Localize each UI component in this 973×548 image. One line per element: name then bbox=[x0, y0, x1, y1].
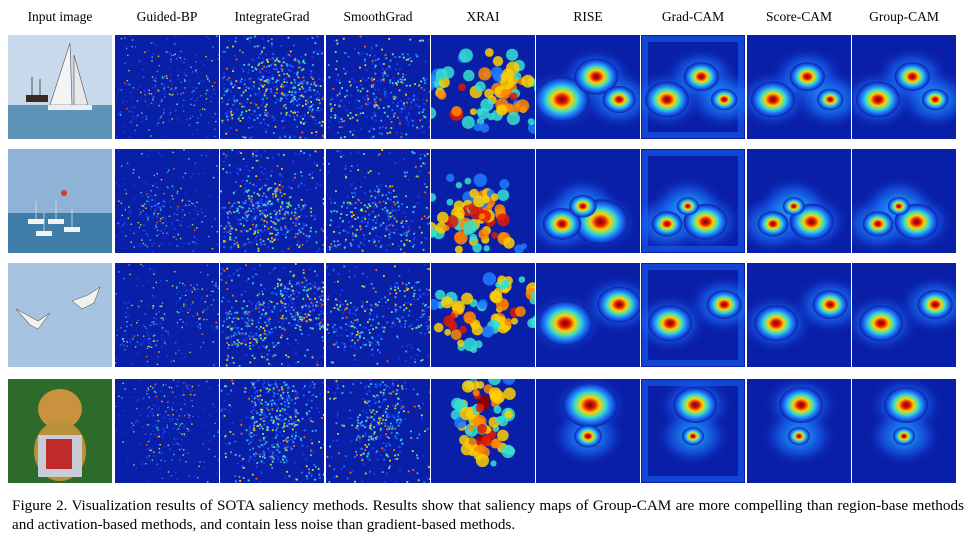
saliency-map-score-cam-sailboats bbox=[747, 35, 851, 139]
heatmap-guided-bp-sailboats bbox=[115, 35, 219, 139]
saliency-map-integrategrad-golden-retriever bbox=[220, 379, 324, 483]
heatmap-group-cam-golden-retriever bbox=[852, 379, 956, 483]
saliency-map-xrai-sailboats bbox=[431, 35, 535, 139]
saliency-map-score-cam-golden-retriever bbox=[747, 379, 851, 483]
saliency-map-guided-bp-boats-at-sea bbox=[115, 149, 219, 253]
heatmap-grad-cam-birds-in-flight bbox=[641, 263, 745, 367]
photo-birds-in-flight bbox=[8, 263, 112, 367]
input-image-golden-retriever bbox=[8, 379, 112, 483]
saliency-map-group-cam-birds-in-flight bbox=[852, 263, 956, 367]
heatmap-guided-bp-birds-in-flight bbox=[115, 263, 219, 367]
input-image-boats-at-sea bbox=[8, 149, 112, 253]
input-image-sailboats bbox=[8, 35, 112, 139]
heatmap-xrai-boats-at-sea bbox=[431, 149, 535, 253]
input-image-birds-in-flight bbox=[8, 263, 112, 367]
saliency-map-rise-boats-at-sea bbox=[536, 149, 640, 253]
saliency-map-group-cam-golden-retriever bbox=[852, 379, 956, 483]
heatmap-rise-sailboats bbox=[536, 35, 640, 139]
heatmap-integrategrad-boats-at-sea bbox=[220, 149, 324, 253]
column-header-xrai: XRAI bbox=[466, 9, 500, 24]
saliency-map-grad-cam-golden-retriever bbox=[641, 379, 745, 483]
heatmap-xrai-golden-retriever bbox=[431, 379, 535, 483]
saliency-map-rise-golden-retriever bbox=[536, 379, 640, 483]
column-header-integrategrad: IntegrateGrad bbox=[234, 9, 310, 24]
figure-caption: Figure 2. Visualization results of SOTA … bbox=[12, 497, 964, 533]
saliency-map-smoothgrad-sailboats bbox=[326, 35, 430, 139]
saliency-map-group-cam-boats-at-sea bbox=[852, 149, 956, 253]
heatmap-smoothgrad-boats-at-sea bbox=[326, 149, 430, 253]
heatmap-grad-cam-sailboats bbox=[641, 35, 745, 139]
photo-boats-at-sea bbox=[8, 149, 112, 253]
saliency-map-integrategrad-birds-in-flight bbox=[220, 263, 324, 367]
column-header-guided-bp: Guided-BP bbox=[136, 9, 198, 24]
heatmap-integrategrad-sailboats bbox=[220, 35, 324, 139]
saliency-map-rise-birds-in-flight bbox=[536, 263, 640, 367]
saliency-map-guided-bp-golden-retriever bbox=[115, 379, 219, 483]
heatmap-grad-cam-golden-retriever bbox=[641, 379, 745, 483]
saliency-map-smoothgrad-boats-at-sea bbox=[326, 149, 430, 253]
heatmap-xrai-birds-in-flight bbox=[431, 263, 535, 367]
heatmap-guided-bp-boats-at-sea bbox=[115, 149, 219, 253]
column-header-smoothgrad: SmoothGrad bbox=[343, 9, 413, 24]
heatmap-rise-birds-in-flight bbox=[536, 263, 640, 367]
heatmap-smoothgrad-birds-in-flight bbox=[326, 263, 430, 367]
heatmap-score-cam-birds-in-flight bbox=[747, 263, 851, 367]
heatmap-rise-golden-retriever bbox=[536, 379, 640, 483]
column-header-score-cam: Score-CAM bbox=[766, 9, 832, 24]
saliency-map-grad-cam-boats-at-sea bbox=[641, 149, 745, 253]
heatmap-score-cam-sailboats bbox=[747, 35, 851, 139]
saliency-map-guided-bp-birds-in-flight bbox=[115, 263, 219, 367]
column-header-group-cam: Group-CAM bbox=[869, 9, 939, 24]
saliency-map-smoothgrad-birds-in-flight bbox=[326, 263, 430, 367]
heatmap-grad-cam-boats-at-sea bbox=[641, 149, 745, 253]
saliency-map-grad-cam-birds-in-flight bbox=[641, 263, 745, 367]
heatmap-integrategrad-golden-retriever bbox=[220, 379, 324, 483]
photo-sailboats bbox=[8, 35, 112, 139]
heatmap-xrai-sailboats bbox=[431, 35, 535, 139]
heatmap-integrategrad-birds-in-flight bbox=[220, 263, 324, 367]
saliency-map-guided-bp-sailboats bbox=[115, 35, 219, 139]
saliency-map-xrai-boats-at-sea bbox=[431, 149, 535, 253]
saliency-map-xrai-birds-in-flight bbox=[431, 263, 535, 367]
column-header-input-image: Input image bbox=[27, 9, 93, 24]
saliency-map-integrategrad-boats-at-sea bbox=[220, 149, 324, 253]
column-header-rise: RISE bbox=[573, 9, 603, 24]
saliency-map-score-cam-boats-at-sea bbox=[747, 149, 851, 253]
heatmap-group-cam-boats-at-sea bbox=[852, 149, 956, 253]
heatmap-rise-boats-at-sea bbox=[536, 149, 640, 253]
saliency-map-score-cam-birds-in-flight bbox=[747, 263, 851, 367]
photo-golden-retriever bbox=[8, 379, 112, 483]
heatmap-smoothgrad-golden-retriever bbox=[326, 379, 430, 483]
saliency-map-integrategrad-sailboats bbox=[220, 35, 324, 139]
heatmap-guided-bp-golden-retriever bbox=[115, 379, 219, 483]
heatmap-group-cam-sailboats bbox=[852, 35, 956, 139]
saliency-map-group-cam-sailboats bbox=[852, 35, 956, 139]
saliency-map-smoothgrad-golden-retriever bbox=[326, 379, 430, 483]
saliency-map-xrai-golden-retriever bbox=[431, 379, 535, 483]
saliency-map-grad-cam-sailboats bbox=[641, 35, 745, 139]
heatmap-group-cam-birds-in-flight bbox=[852, 263, 956, 367]
heatmap-score-cam-golden-retriever bbox=[747, 379, 851, 483]
column-header-grad-cam: Grad-CAM bbox=[661, 9, 725, 24]
heatmap-score-cam-boats-at-sea bbox=[747, 149, 851, 253]
saliency-map-rise-sailboats bbox=[536, 35, 640, 139]
heatmap-smoothgrad-sailboats bbox=[326, 35, 430, 139]
